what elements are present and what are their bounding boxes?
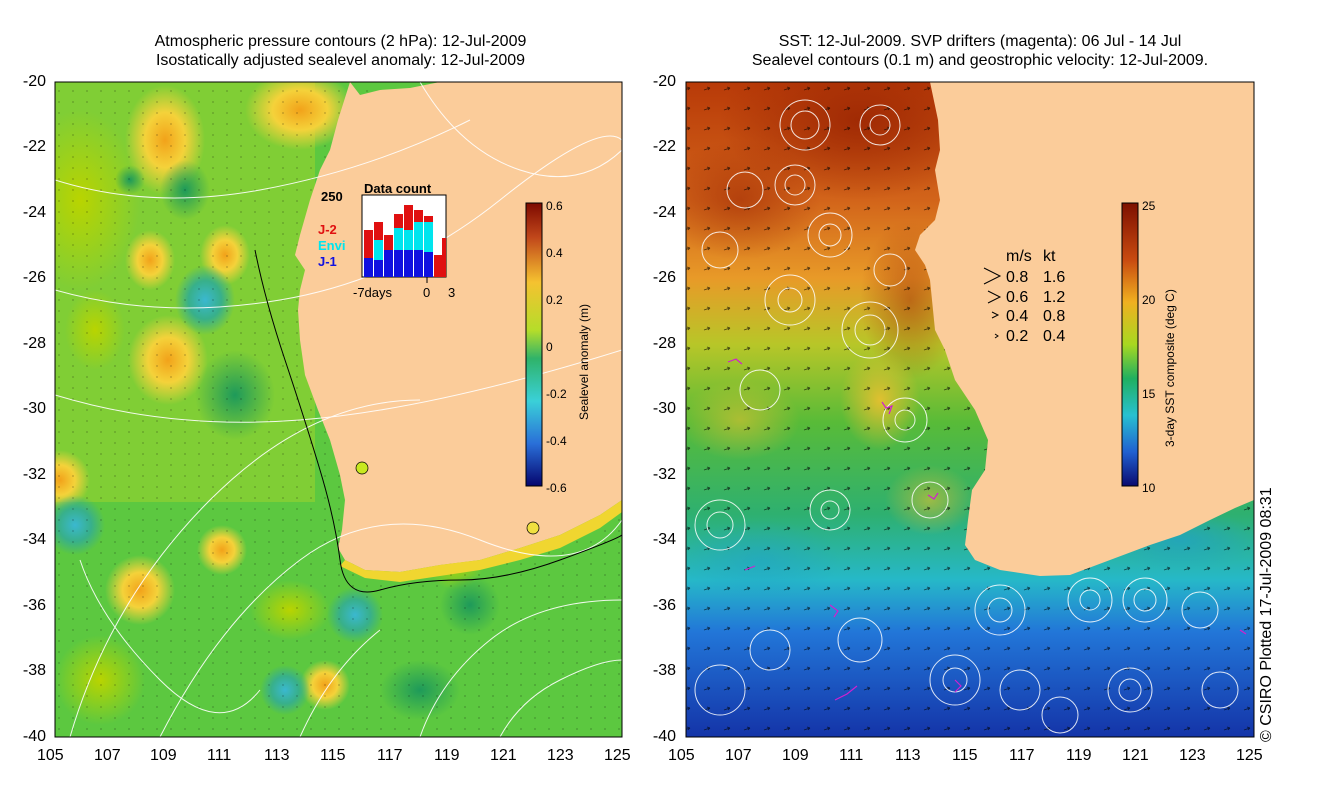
data-count-xlabel: -7days [353, 285, 393, 300]
data-count-inset [361, 194, 447, 283]
legend-j2: J-2 [318, 222, 337, 237]
left-x-tick: 105 [37, 747, 64, 764]
left-y-tick: -40 [22, 728, 46, 745]
left-title: Atmospheric pressure contours (2 hPa): 1… [88, 32, 593, 70]
data-count-xlabel: 3 [448, 285, 456, 300]
left-title-line1: Atmospheric pressure contours (2 hPa): 1… [154, 33, 527, 50]
data-count-bars [364, 205, 446, 277]
right-cb-tick: 25 [1142, 199, 1156, 213]
left-y-tick: -38 [22, 662, 46, 679]
velocity-ms: 0.8 [1006, 269, 1029, 286]
velocity-ms: 0.6 [1006, 289, 1029, 306]
left-x-tick: 109 [150, 747, 177, 764]
right-y-tick: -40 [652, 728, 676, 745]
left-y-tick: -22 [22, 138, 46, 155]
left-cb-tick: 0.6 [546, 199, 563, 213]
right-x-tick: 109 [782, 747, 809, 764]
left-colorbar-label: Sealevel anomaly (m) [577, 303, 591, 420]
left-cb-tick: -0.6 [546, 481, 567, 495]
left-x-tick: 115 [320, 747, 346, 764]
right-x-tick: 105 [668, 747, 695, 764]
right-title: SST: 12-Jul-2009. SVP drifters (magenta)… [680, 32, 1280, 70]
right-y-tick: -34 [652, 531, 676, 548]
right-x-tick: 121 [1122, 747, 1149, 764]
right-title-line1: SST: 12-Jul-2009. SVP drifters (magenta)… [778, 33, 1182, 50]
right-y-tick: -30 [652, 400, 676, 417]
left-x-tick: 117 [377, 747, 403, 764]
left-x-tick: 121 [490, 747, 517, 764]
data-count-title: Data count [364, 181, 432, 196]
left-y-tick: -30 [22, 400, 46, 417]
right-cb-tick: 15 [1142, 387, 1156, 401]
right-map-frame [685, 81, 1255, 738]
right-x-tick: 125 [1236, 747, 1263, 764]
left-y-tick: -24 [22, 204, 46, 221]
left-colorbar [525, 202, 543, 487]
right-x-tick: 123 [1179, 747, 1206, 764]
right-colorbar-label: 3-day SST composite (deg C) [1163, 289, 1177, 447]
plot-credit: © CSIRO Plotted 17-Jul-2009 08:31 [1258, 487, 1275, 742]
left-y-tick: -20 [22, 73, 46, 90]
left-x-tick: 107 [94, 747, 121, 764]
left-x-tick: 111 [207, 747, 232, 764]
left-title-line2: Isostatically adjusted sealevel anomaly:… [155, 52, 526, 69]
right-x-tick: 107 [725, 747, 752, 764]
velocity-ms: 0.2 [1006, 328, 1029, 345]
left-map-frame [54, 81, 623, 738]
left-y-tick: -26 [22, 269, 46, 286]
right-y-tick: -22 [652, 138, 676, 155]
right-x-tick: 111 [839, 747, 864, 764]
velocity-header-ms: m/s [1006, 248, 1032, 265]
right-colorbar [1121, 202, 1139, 487]
right-y-tick: -28 [652, 335, 676, 352]
left-cb-tick: 0.2 [546, 293, 563, 307]
right-map [686, 82, 1254, 737]
left-cb-tick: 0.4 [546, 246, 563, 260]
right-x-tick: 117 [1009, 747, 1035, 764]
right-y-tick: -24 [652, 204, 676, 221]
left-y-tick: -34 [22, 531, 46, 548]
left-x-tick: 113 [264, 747, 290, 764]
right-title-line2: Sealevel contours (0.1 m) and geostrophi… [751, 52, 1209, 69]
left-x-tick: 123 [547, 747, 574, 764]
left-x-tick: 125 [604, 747, 631, 764]
right-y-tick: -26 [652, 269, 676, 286]
right-x-tick: 119 [1066, 747, 1092, 764]
left-cb-tick: 0 [546, 340, 553, 354]
left-x-tick: 119 [434, 747, 460, 764]
right-y-tick: -38 [652, 662, 676, 679]
velocity-ms: 0.4 [1006, 308, 1029, 325]
right-cb-tick: 10 [1142, 481, 1156, 495]
velocity-kt: 0.4 [1043, 328, 1066, 345]
data-count-ymax: 250 [321, 189, 343, 204]
legend-envi: Envi [318, 238, 346, 253]
velocity-kt: 1.6 [1043, 269, 1066, 286]
left-y-tick: -36 [22, 597, 46, 614]
right-y-tick: -36 [652, 597, 676, 614]
left-y-tick: -28 [22, 335, 46, 352]
data-count-xlabel: 0 [423, 285, 431, 300]
left-cb-tick: -0.2 [546, 387, 567, 401]
right-x-tick: 113 [895, 747, 921, 764]
velocity-legend-arrows [983, 267, 1002, 339]
velocity-kt: 1.2 [1043, 289, 1066, 306]
right-y-tick: -20 [652, 73, 676, 90]
left-y-tick: -32 [22, 466, 46, 483]
velocity-header-kt: kt [1043, 248, 1056, 265]
left-cb-tick: -0.4 [546, 434, 567, 448]
right-y-tick: -32 [652, 466, 676, 483]
right-x-tick: 115 [952, 747, 978, 764]
velocity-kt: 0.8 [1043, 308, 1066, 325]
legend-j1: J-1 [318, 254, 337, 269]
right-cb-tick: 20 [1142, 293, 1156, 307]
